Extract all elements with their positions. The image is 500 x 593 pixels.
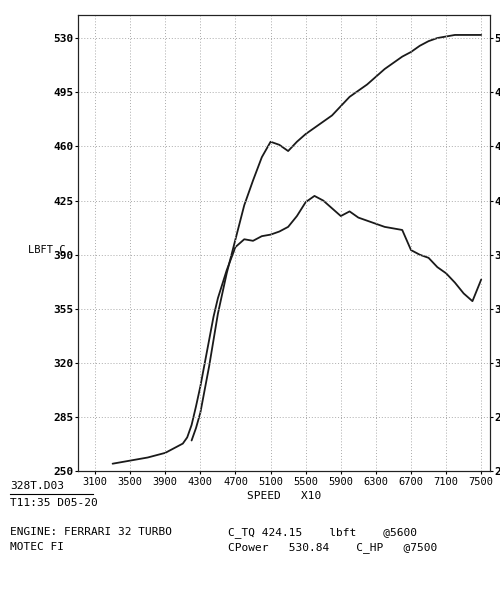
Text: C_TQ 424.15    lbft    @5600: C_TQ 424.15 lbft @5600 <box>228 528 416 538</box>
Text: ENGINE: FERRARI 32 TURBO: ENGINE: FERRARI 32 TURBO <box>10 528 172 537</box>
X-axis label: SPEED   X10: SPEED X10 <box>246 491 321 501</box>
Text: 328T.D03: 328T.D03 <box>10 482 64 491</box>
Text: CPower   530.84    C_HP   @7500: CPower 530.84 C_HP @7500 <box>228 542 437 553</box>
Text: T11:35 D05-20: T11:35 D05-20 <box>10 498 98 508</box>
Text: MOTEC FI: MOTEC FI <box>10 542 64 551</box>
Text: LBFT C: LBFT C <box>28 245 66 255</box>
